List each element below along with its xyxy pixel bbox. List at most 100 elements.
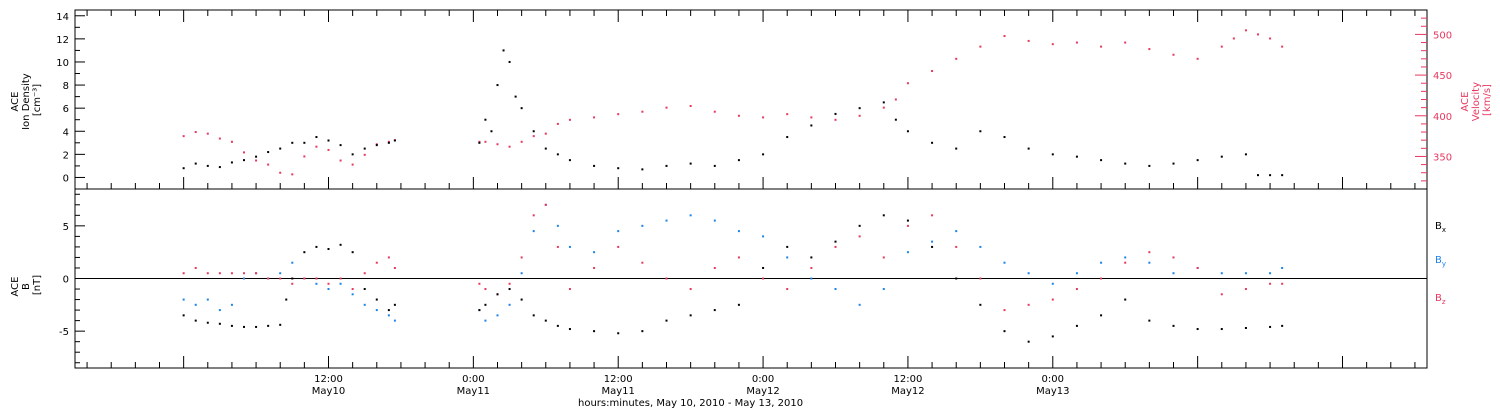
bx-point: [713, 309, 716, 312]
bx-point: [556, 324, 559, 327]
by-point: [1051, 282, 1054, 285]
velocity-point: [979, 45, 982, 48]
bz-point: [393, 266, 396, 269]
bz-point: [641, 261, 644, 264]
velocity-point: [786, 113, 789, 116]
by-point: [568, 245, 571, 248]
by-point: [858, 303, 861, 306]
velocity-point: [1003, 35, 1006, 38]
by-point: [617, 230, 620, 233]
bx-point: [532, 314, 535, 317]
legend-bz-base: B: [1435, 293, 1442, 304]
density-point: [955, 147, 958, 150]
density-point: [230, 161, 233, 164]
bx-point: [230, 324, 233, 327]
x-axis-ticks: 12:00May100:00May1112:00May110:00May1212…: [86, 10, 1416, 397]
velocity-axis-title-line1: ACE: [1460, 92, 1471, 112]
velocity-point: [303, 155, 306, 158]
density-point: [1124, 162, 1127, 165]
by-point: [593, 251, 596, 254]
density-tick-label: 8: [63, 81, 69, 92]
bz-point: [267, 277, 270, 280]
x-tick-label-time: 0:00: [462, 374, 484, 385]
bz-point: [255, 272, 258, 275]
velocity-point: [1148, 48, 1151, 51]
density-point: [194, 162, 197, 165]
bz-point: [291, 282, 294, 285]
density-point: [351, 153, 354, 156]
bz-point: [206, 272, 209, 275]
by-point: [206, 298, 209, 301]
bx-point: [882, 214, 885, 217]
bz-point: [375, 261, 378, 264]
bz-point: [1100, 277, 1103, 280]
density-point: [478, 141, 481, 144]
bz-point: [786, 288, 789, 291]
density-point: [514, 95, 517, 98]
bx-point: [568, 328, 571, 331]
velocity-point: [255, 159, 258, 162]
x-tick-label-time: 0:00: [752, 374, 774, 385]
bz-point: [327, 282, 330, 285]
by-point: [689, 214, 692, 217]
density-point: [508, 60, 511, 63]
density-point: [737, 159, 740, 162]
by-point: [641, 224, 644, 227]
velocity-point: [532, 135, 535, 138]
by-point: [556, 224, 559, 227]
b-field-tick-label: -5: [59, 327, 69, 338]
bz-point: [737, 256, 740, 259]
density-point: [206, 164, 209, 167]
bz-point: [713, 266, 716, 269]
velocity-point: [484, 140, 487, 143]
bx-point: [617, 332, 620, 335]
by-point: [1027, 272, 1030, 275]
velocity-point: [206, 132, 209, 135]
bx-point: [1051, 335, 1054, 338]
velocity-point: [1257, 33, 1259, 36]
bottom-panel-data: [182, 203, 1284, 343]
by-point: [230, 303, 233, 306]
bx-point: [1148, 319, 1151, 322]
bx-point: [762, 266, 765, 269]
bx-point: [484, 303, 487, 306]
density-tick-label: 6: [63, 104, 69, 115]
bz-point: [568, 288, 571, 291]
density-point: [484, 118, 487, 121]
by-point: [484, 319, 487, 322]
velocity-point: [1196, 57, 1199, 60]
velocity-point: [1232, 37, 1235, 40]
velocity-point: [1172, 53, 1175, 56]
density-point: [834, 112, 837, 115]
density-point: [1172, 162, 1175, 165]
x-axis-title: hours:minutes, May 10, 2010 - May 13, 20…: [578, 398, 803, 409]
by-point: [387, 314, 390, 317]
velocity-point: [568, 118, 571, 121]
density-point: [617, 167, 620, 170]
bz-point: [303, 277, 306, 280]
by-point: [786, 256, 789, 259]
density-point: [1003, 136, 1006, 139]
x-tick-label-time: 12:00: [894, 374, 923, 385]
velocity-point: [955, 57, 958, 60]
density-point: [218, 166, 221, 169]
bz-point: [1003, 309, 1006, 312]
bx-point: [351, 251, 354, 254]
density-point: [1281, 174, 1284, 177]
bx-point: [544, 319, 547, 322]
density-point: [1220, 155, 1223, 158]
velocity-point: [351, 163, 354, 166]
density-point: [762, 153, 765, 156]
legend-bx-base: B: [1435, 221, 1442, 232]
velocity-point: [267, 163, 270, 166]
bz-point: [1196, 266, 1199, 269]
velocity-point: [1027, 39, 1030, 42]
density-point: [786, 136, 789, 139]
velocity-point: [641, 110, 644, 113]
bz-point: [882, 256, 885, 259]
bz-point: [218, 272, 221, 275]
bx-point: [1124, 298, 1127, 301]
density-point: [327, 139, 330, 142]
velocity-axis-title-line2: Velocity: [1471, 82, 1482, 121]
top-panel-data: [182, 29, 1284, 177]
